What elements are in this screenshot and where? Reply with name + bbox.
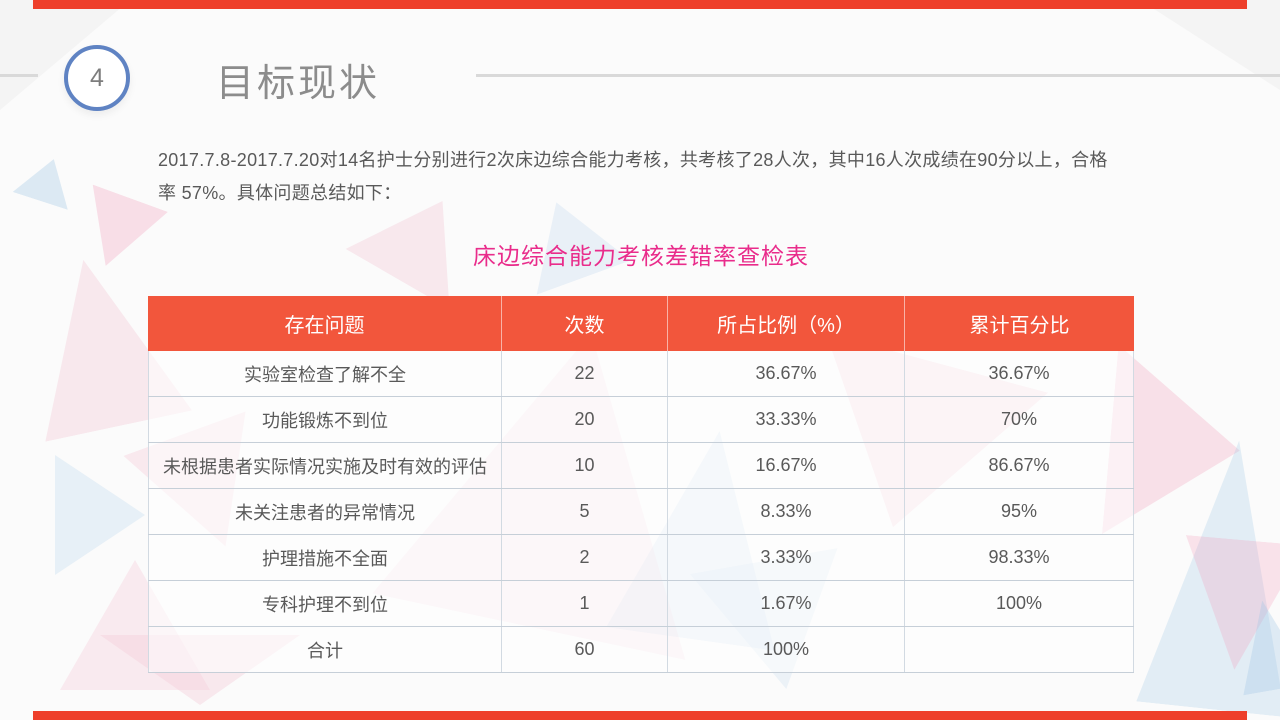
cell-cumulative: 70% <box>905 397 1134 442</box>
decorative-triangle <box>55 455 145 575</box>
cell-ratio: 1.67% <box>668 581 905 626</box>
table-row: 未根据患者实际情况实施及时有效的评估 10 16.67% 86.67% <box>148 443 1134 489</box>
header-left-dash <box>0 74 38 77</box>
bottom-accent-bar <box>33 711 1247 720</box>
cell-problem: 实验室检查了解不全 <box>148 351 502 396</box>
cell-problem: 专科护理不到位 <box>148 581 502 626</box>
cell-cumulative: 36.67% <box>905 351 1134 396</box>
cell-problem: 未关注患者的异常情况 <box>148 489 502 534</box>
cell-cumulative: 100% <box>905 581 1134 626</box>
header-rule-line <box>476 74 1280 77</box>
cell-ratio: 8.33% <box>668 489 905 534</box>
table-row: 护理措施不全面 2 3.33% 98.33% <box>148 535 1134 581</box>
cell-problem: 合计 <box>148 627 502 672</box>
table-row: 专科护理不到位 1 1.67% 100% <box>148 581 1134 627</box>
page-title: 目标现状 <box>216 63 381 105</box>
error-rate-table: 存在问题 次数 所占比例（%） 累计百分比 实验室检查了解不全 22 36.67… <box>148 296 1134 673</box>
decorative-triangle <box>13 150 82 210</box>
cell-problem: 未根据患者实际情况实施及时有效的评估 <box>148 443 502 488</box>
column-header-problem: 存在问题 <box>148 296 502 351</box>
table-row-total: 合计 60 100% <box>148 627 1134 673</box>
cell-problem: 功能锻炼不到位 <box>148 397 502 442</box>
cell-cumulative: 95% <box>905 489 1134 534</box>
cell-ratio: 16.67% <box>668 443 905 488</box>
intro-paragraph: 2017.7.8-2017.7.20对14名护士分别进行2次床边综合能力考核，共… <box>158 150 1108 203</box>
cell-cumulative <box>905 627 1134 672</box>
cell-cumulative: 98.33% <box>905 535 1134 580</box>
cell-ratio: 36.67% <box>668 351 905 396</box>
cell-count: 22 <box>502 351 668 396</box>
table-header-row: 存在问题 次数 所占比例（%） 累计百分比 <box>148 296 1134 351</box>
table-title: 床边综合能力考核差错率查检表 <box>473 243 809 269</box>
table-row: 功能锻炼不到位 20 33.33% 70% <box>148 397 1134 443</box>
cell-count: 10 <box>502 443 668 488</box>
table-row: 实验室检查了解不全 22 36.67% 36.67% <box>148 351 1134 397</box>
cell-ratio: 100% <box>668 627 905 672</box>
section-number-circle: 4 <box>64 45 130 111</box>
cell-ratio: 3.33% <box>668 535 905 580</box>
cell-count: 2 <box>502 535 668 580</box>
column-header-count: 次数 <box>502 296 668 351</box>
table-row: 未关注患者的异常情况 5 8.33% 95% <box>148 489 1134 535</box>
cell-ratio: 33.33% <box>668 397 905 442</box>
column-header-cumulative: 累计百分比 <box>969 315 1070 337</box>
cell-count: 1 <box>502 581 668 626</box>
top-accent-bar <box>33 0 1247 9</box>
column-header-ratio: 所占比例（%） <box>668 296 905 351</box>
cell-cumulative: 86.67% <box>905 443 1134 488</box>
cell-count: 5 <box>502 489 668 534</box>
section-number: 4 <box>90 63 104 92</box>
cell-problem: 护理措施不全面 <box>148 535 502 580</box>
cell-count: 60 <box>502 627 668 672</box>
cell-count: 20 <box>502 397 668 442</box>
